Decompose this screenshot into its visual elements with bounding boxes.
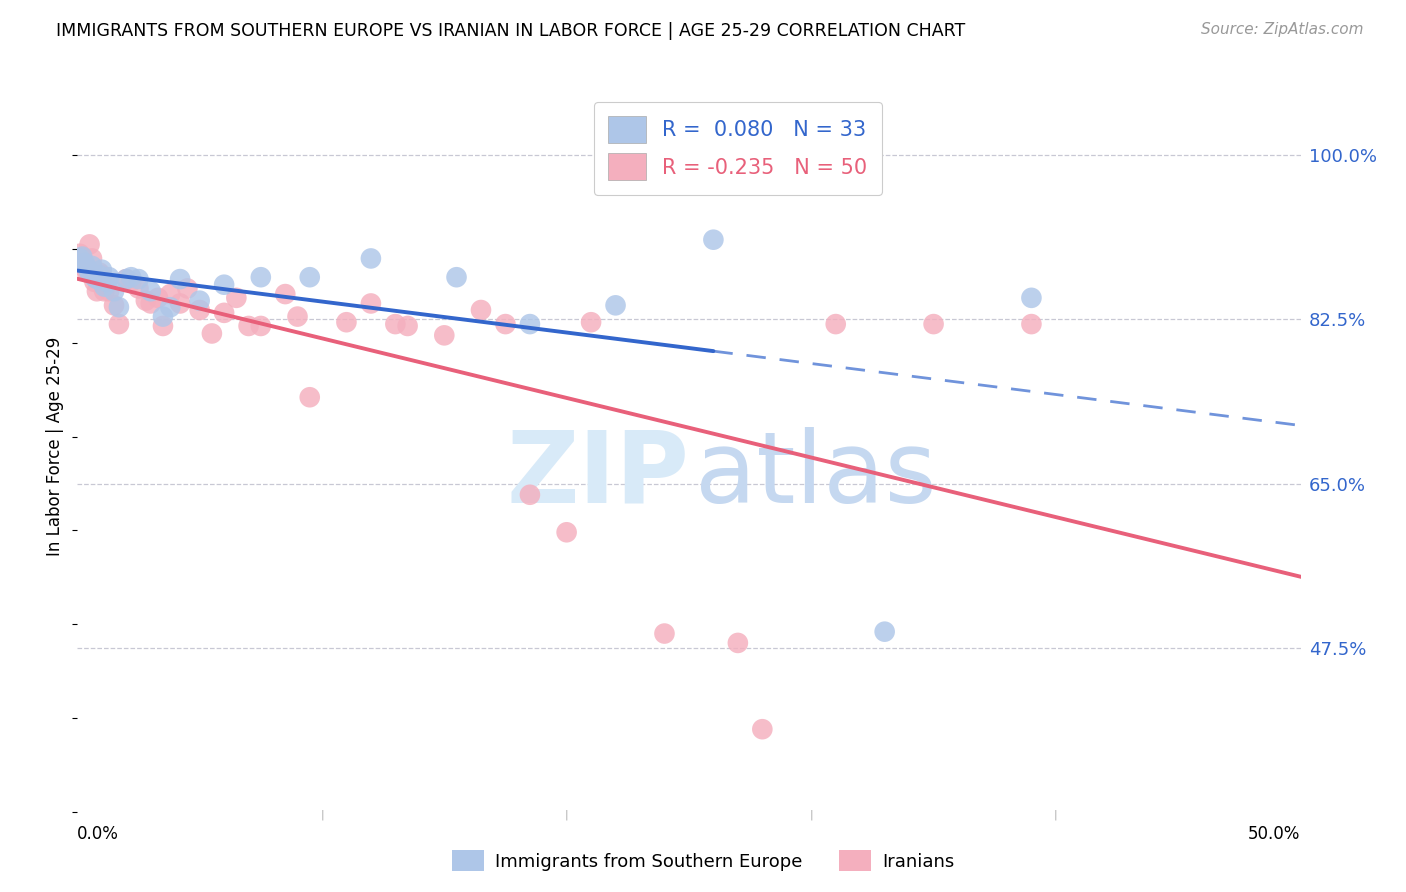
- Point: [93, 285, 115, 299]
- Point: [727, 636, 749, 650]
- Point: [495, 317, 517, 331]
- Point: [79, 266, 101, 280]
- Point: [250, 318, 273, 333]
- Point: [120, 270, 142, 285]
- Point: [80, 252, 103, 266]
- Point: [83, 270, 105, 285]
- Point: [519, 317, 541, 331]
- Point: [90, 262, 112, 277]
- Point: [1021, 291, 1043, 305]
- Point: [159, 287, 181, 301]
- Point: [152, 318, 174, 333]
- Point: [188, 303, 211, 318]
- Point: [115, 272, 138, 286]
- Legend: Immigrants from Southern Europe, Iranians: Immigrants from Southern Europe, Iranian…: [444, 843, 962, 879]
- Point: [89, 268, 111, 283]
- Point: [274, 287, 297, 301]
- Point: [89, 266, 111, 280]
- Point: [519, 488, 541, 502]
- Point: [115, 272, 138, 286]
- Point: [128, 281, 150, 295]
- Point: [135, 293, 157, 308]
- Text: |: |: [565, 809, 568, 820]
- Point: [751, 722, 773, 736]
- Point: [384, 317, 406, 331]
- Point: [360, 252, 382, 266]
- Text: |: |: [321, 809, 323, 820]
- Point: [433, 328, 456, 343]
- Point: [654, 626, 676, 640]
- Point: [212, 306, 235, 320]
- Text: Source: ZipAtlas.com: Source: ZipAtlas.com: [1201, 22, 1364, 37]
- Text: |: |: [810, 809, 813, 820]
- Point: [73, 256, 96, 270]
- Point: [146, 291, 169, 305]
- Point: [108, 317, 131, 331]
- Point: [159, 300, 181, 314]
- Point: [70, 252, 93, 266]
- Point: [76, 260, 98, 275]
- Point: [555, 525, 578, 540]
- Point: [873, 624, 896, 639]
- Point: [225, 291, 247, 305]
- Point: [298, 270, 321, 285]
- Point: [96, 275, 118, 289]
- Point: [335, 315, 357, 329]
- Point: [86, 272, 108, 286]
- Point: [128, 272, 150, 286]
- Point: [212, 277, 235, 292]
- Point: [139, 285, 162, 299]
- Point: [93, 279, 115, 293]
- Point: [579, 315, 602, 329]
- Point: [250, 270, 273, 285]
- Point: [70, 250, 93, 264]
- Point: [188, 293, 211, 308]
- Point: [152, 310, 174, 324]
- Point: [83, 275, 105, 289]
- Point: [201, 326, 224, 341]
- Point: [76, 266, 98, 280]
- Point: [169, 296, 191, 310]
- Point: [605, 298, 627, 312]
- Point: [108, 300, 131, 314]
- Point: [1021, 317, 1043, 331]
- Point: [103, 298, 125, 312]
- Legend: R =  0.080   N = 33, R = -0.235   N = 50: R = 0.080 N = 33, R = -0.235 N = 50: [593, 102, 882, 194]
- Point: [360, 296, 382, 310]
- Point: [103, 285, 125, 299]
- Point: [86, 285, 108, 299]
- Y-axis label: In Labor Force | Age 25-29: In Labor Force | Age 25-29: [46, 336, 65, 556]
- Point: [298, 390, 321, 404]
- Point: [69, 246, 91, 260]
- Point: [120, 275, 142, 289]
- Point: [98, 270, 121, 285]
- Point: [702, 233, 724, 247]
- Point: [470, 303, 492, 318]
- Point: [176, 281, 198, 295]
- Text: |: |: [1054, 809, 1057, 820]
- Point: [98, 285, 121, 299]
- Point: [922, 317, 945, 331]
- Point: [238, 318, 260, 333]
- Text: 50.0%: 50.0%: [1249, 825, 1301, 843]
- Point: [287, 310, 309, 324]
- Point: [90, 268, 112, 283]
- Point: [80, 259, 103, 273]
- Text: 0.0%: 0.0%: [77, 825, 120, 843]
- Text: atlas: atlas: [695, 426, 936, 524]
- Point: [96, 277, 118, 292]
- Point: [79, 237, 101, 252]
- Text: ZIP: ZIP: [506, 426, 689, 524]
- Point: [446, 270, 468, 285]
- Text: IMMIGRANTS FROM SOUTHERN EUROPE VS IRANIAN IN LABOR FORCE | AGE 25-29 CORRELATIO: IMMIGRANTS FROM SOUTHERN EUROPE VS IRANI…: [56, 22, 966, 40]
- Point: [169, 272, 191, 286]
- Point: [139, 296, 162, 310]
- Point: [73, 260, 96, 275]
- Point: [69, 252, 91, 266]
- Point: [396, 318, 419, 333]
- Point: [824, 317, 846, 331]
